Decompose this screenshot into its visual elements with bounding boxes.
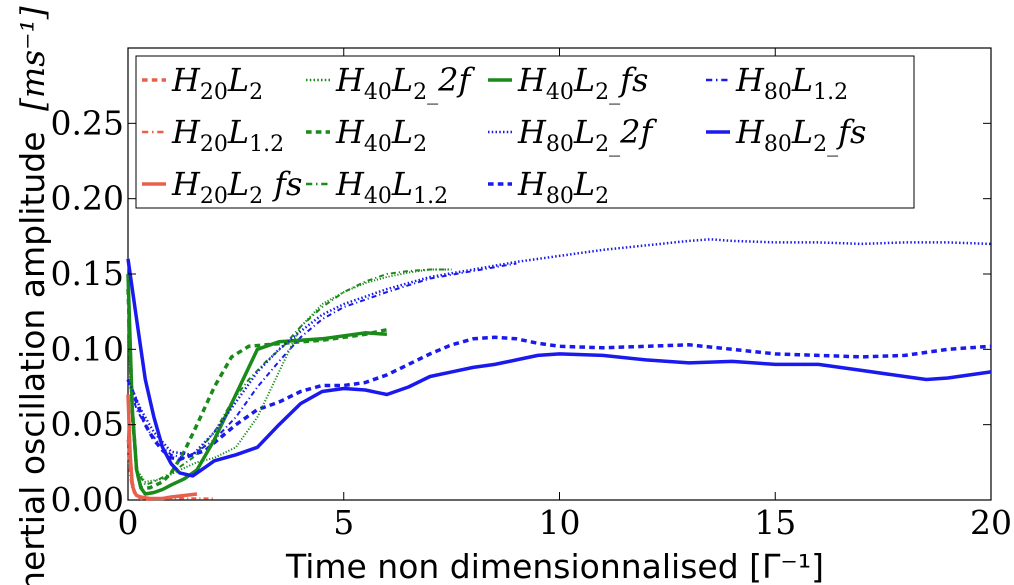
series-line-4: [127, 268, 452, 486]
legend-label-4: H40L2: [335, 113, 427, 157]
y-tick-label-0: 0.00: [51, 480, 124, 519]
series-line-10: [126, 238, 992, 457]
x-tick-label-2: 10: [539, 503, 581, 542]
y-tick-label-2: 0.10: [51, 329, 124, 368]
series-line-5: [127, 262, 517, 459]
legend-label-6: H40L2_fs: [517, 61, 648, 105]
series-line-8: [126, 258, 992, 478]
series-group: [126, 238, 992, 501]
series-line-2: [126, 335, 992, 462]
x-tick-label-1: 5: [333, 503, 354, 542]
y-axis-unit: [ms⁻¹]: [13, 6, 52, 111]
legend-label-10: H80L2_fs: [735, 113, 866, 157]
y-tick-label-1: 0.05: [51, 405, 124, 444]
legend-label-7: H80L2_2f: [517, 113, 658, 157]
legend-label-8: H80L2: [517, 165, 609, 209]
y-axis: 0.00 0.05 0.10 0.15 0.20 0.25: [51, 103, 991, 519]
y-tick-label-5: 0.25: [51, 103, 124, 142]
series-line-7: [126, 273, 388, 496]
legend-label-0: H20L2: [171, 61, 263, 105]
y-axis-label-text: Inertial oscillation amplitude: [13, 131, 52, 585]
legend-label-9: H80L1.2: [735, 61, 848, 105]
legend: H20L2 H20L1.2 H20L2_fs H40L2_2f H40L2 H40L1.2…: [135, 55, 915, 209]
legend-label-3: H40L2_2f: [335, 61, 476, 105]
legend-label-1: H20L1.2: [171, 113, 284, 157]
x-tick-label-4: 20: [970, 503, 1012, 542]
legend-box: [135, 55, 915, 209]
x-axis: 0 5 10 15 20: [118, 48, 1012, 542]
y-axis-title: Inertial oscillation amplitude [ms⁻¹]: [13, 6, 52, 585]
y-tick-label-4: 0.20: [51, 179, 124, 218]
legend-label-5: H40L1.2: [335, 165, 448, 209]
series-line-9: [127, 268, 452, 483]
series-line-6: [126, 394, 198, 501]
x-axis-label: Time non dimensionnalised [Γ⁻¹]: [285, 547, 824, 585]
y-axis-label: Inertial oscillation amplitude [ms⁻¹]: [13, 6, 52, 585]
x-tick-label-3: 15: [754, 503, 796, 542]
legend-label-2: H20L2_fs: [171, 165, 302, 209]
x-tick-label-0: 0: [118, 503, 139, 542]
y-tick-label-3: 0.15: [51, 254, 124, 293]
